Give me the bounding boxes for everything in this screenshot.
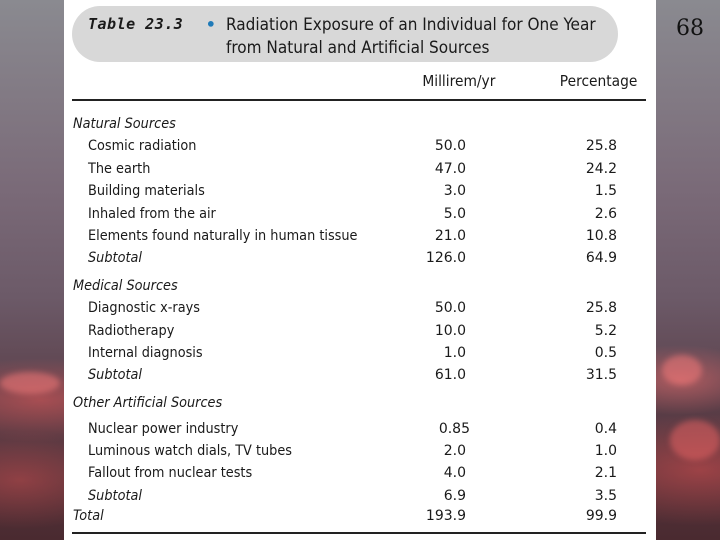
row-percentage: 1.5 [594,183,617,199]
subtotal-label: Subtotal [88,250,142,266]
subtotal-millirem: 6.9 [443,488,466,504]
subtotal-label: Subtotal [88,367,142,383]
subtotal-percentage: 64.9 [585,250,617,266]
subtotal-row: Subtotal 126.0 64.9 [72,250,646,270]
page-number: 68 [676,16,704,41]
section-heading-label: Natural Sources [73,116,176,132]
subtotal-percentage: 31.5 [585,367,617,383]
table-row: Diagnostic x-rays 50.0 25.8 [72,300,646,320]
row-millirem: 2.0 [443,443,466,459]
total-millirem: 193.9 [425,508,466,524]
row-label: Elements found naturally in human tissue [88,228,358,244]
total-row: Total 193.9 99.9 [72,508,646,528]
row-label: Radiotherapy [88,323,175,339]
table-row: Nuclear power industry 0.85 0.4 [72,421,646,441]
row-percentage: 10.8 [585,228,617,244]
column-header-millirem: Millirem/yr [421,72,495,90]
row-percentage: 24.2 [585,161,617,177]
section-heading: Other Artificial Sources [72,395,646,415]
background-glow [0,372,60,394]
subtotal-millirem: 126.0 [425,250,466,266]
table-label: Table 23.3 [88,15,184,33]
row-millirem: 3.0 [443,183,466,199]
table-row: Inhaled from the air 5.0 2.6 [72,206,646,226]
row-millirem: 5.0 [443,206,466,222]
table-row: Cosmic radiation 50.0 25.8 [72,138,646,158]
row-percentage: 5.2 [594,323,617,339]
column-header-percentage: Percentage [559,72,637,90]
row-label: Internal diagnosis [88,345,203,361]
row-percentage: 25.8 [585,300,617,316]
row-label: Luminous watch dials, TV tubes [88,443,292,459]
row-millirem: 1.0 [443,345,466,361]
row-percentage: 0.4 [594,421,617,437]
row-percentage: 25.8 [585,138,617,154]
subtotal-label: Subtotal [88,488,142,504]
row-label: Cosmic radiation [88,138,197,154]
row-millirem: 10.0 [434,323,466,339]
subtotal-percentage: 3.5 [594,488,617,504]
row-label: Nuclear power industry [88,421,239,437]
row-percentage: 0.5 [594,345,617,361]
table-title-line-2: from Natural and Artificial Sources [226,38,490,58]
total-percentage: 99.9 [585,508,617,524]
section-heading: Medical Sources [72,278,646,298]
row-label: The earth [88,161,151,177]
table-row: Internal diagnosis 1.0 0.5 [72,345,646,365]
bottom-rule [72,532,646,534]
row-millirem: 50.0 [434,138,466,154]
table-row: Building materials 3.0 1.5 [72,183,646,203]
table-row: Luminous watch dials, TV tubes 2.0 1.0 [72,443,646,463]
row-label: Fallout from nuclear tests [88,465,253,481]
table-row: Fallout from nuclear tests 4.0 2.1 [72,465,646,485]
header-rule [72,99,646,101]
background-glow [670,420,720,460]
row-millirem: 0.85 [438,421,470,437]
row-label: Inhaled from the air [88,206,216,222]
table-page: Table 23.3 • Radiation Exposure of an In… [64,0,656,540]
bullet-icon: • [206,15,216,34]
row-percentage: 2.6 [594,206,617,222]
table-title-line-1: Radiation Exposure of an Individual for … [226,15,596,35]
subtotal-row: Subtotal 6.9 3.5 [72,488,646,508]
row-millirem: 21.0 [434,228,466,244]
table-row: Elements found naturally in human tissue… [72,228,646,248]
row-percentage: 1.0 [594,443,617,459]
table-row: The earth 47.0 24.2 [72,161,646,181]
row-millirem: 50.0 [434,300,466,316]
subtotal-row: Subtotal 61.0 31.5 [72,367,646,387]
table-caption: Table 23.3 • Radiation Exposure of an In… [72,6,618,62]
row-label: Building materials [88,183,205,199]
row-millirem: 47.0 [434,161,466,177]
row-label: Diagnostic x-rays [88,300,200,316]
section-heading-label: Medical Sources [73,278,178,294]
table-title: Radiation Exposure of an Individual for … [226,14,626,60]
table-row: Radiotherapy 10.0 5.2 [72,323,646,343]
background-glow [662,355,702,385]
subtotal-millirem: 61.0 [434,367,466,383]
row-percentage: 2.1 [594,465,617,481]
total-label: Total [73,508,104,524]
section-heading: Natural Sources [72,116,646,136]
section-heading-label: Other Artificial Sources [73,395,223,411]
row-millirem: 4.0 [443,465,466,481]
